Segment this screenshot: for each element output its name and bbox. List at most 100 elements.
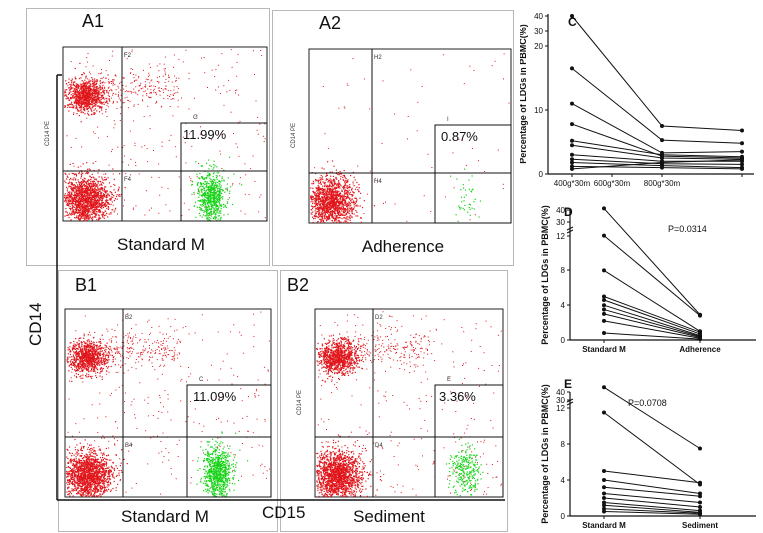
- series-line: [603, 412, 701, 485]
- quadrant-label: D4: [375, 443, 383, 449]
- series-line: [603, 497, 701, 508]
- data-point: [602, 496, 606, 500]
- events: [310, 53, 510, 224]
- data-point: [660, 165, 664, 170]
- line-chart-d: 0 4 8 12 30 40 Standard M Adherence Percentage o…: [540, 205, 756, 354]
- gate-label: C: [199, 377, 204, 383]
- data-point: [660, 124, 664, 128]
- data-point: [602, 297, 606, 302]
- data-point: [660, 156, 664, 160]
- quadrant-label: H4: [374, 179, 382, 185]
- data-point: [602, 469, 606, 473]
- panel-title: A1: [82, 11, 105, 31]
- data-point: [698, 505, 702, 509]
- x-tick-label: Sediment: [682, 521, 718, 530]
- data-point: [570, 66, 574, 71]
- data-point: [698, 480, 702, 485]
- quadrant-label: H2: [374, 55, 382, 61]
- series-line: [603, 479, 701, 494]
- panel-label: D: [564, 205, 573, 219]
- panel-subtitle: Sediment: [353, 507, 425, 526]
- x-tick-label: Adherence: [679, 345, 721, 354]
- series-line: [603, 320, 701, 339]
- y-tick-label: 30: [534, 27, 543, 36]
- quadrant-label: B2: [125, 315, 133, 321]
- series-line: [603, 470, 701, 484]
- y-axis-label: CD14 PE: [45, 121, 51, 146]
- y-tick-label: 20: [534, 42, 543, 51]
- scatter-plot: F2 F4 G CD14 PE: [45, 46, 268, 222]
- y-axis-label: Percentage of LDGs in PBMC(%): [520, 24, 528, 164]
- data-point: [602, 410, 606, 415]
- flow-panel-b1: B1 B2 B4 C 11.09% Standard M: [58, 270, 278, 532]
- data-point: [740, 157, 744, 162]
- x-tick-label: Standard M: [582, 345, 626, 354]
- y-tick-label: 8: [561, 266, 566, 275]
- series-line: [603, 269, 701, 332]
- series-line: [603, 309, 701, 338]
- y-tick-label: 0: [539, 170, 544, 179]
- cd14-axis-label: CD14: [26, 302, 45, 346]
- x-tick-label: 600g*30m: [594, 179, 631, 188]
- panel-label: C: [568, 15, 577, 29]
- series-line: [603, 508, 701, 514]
- data-point: [570, 14, 574, 18]
- series-line: [571, 103, 743, 154]
- p-value-annotation: P=0.0314: [668, 224, 707, 234]
- data-point: [602, 233, 606, 238]
- data-point: [740, 128, 744, 133]
- data-point: [570, 166, 574, 171]
- series-line: [603, 504, 701, 513]
- data-point: [660, 138, 664, 143]
- data-point: [570, 152, 574, 157]
- quadrant-label: F2: [124, 53, 132, 59]
- data-point: [602, 331, 606, 336]
- data-point: [698, 500, 702, 505]
- series-line: [603, 208, 701, 316]
- data-point: [698, 512, 702, 517]
- gate-label: E: [447, 377, 451, 383]
- series-line: [603, 332, 701, 340]
- panel-title: A2: [319, 13, 342, 33]
- data-point: [740, 141, 744, 146]
- data-point: [602, 268, 606, 273]
- series-line: [603, 386, 701, 449]
- series-line: [603, 313, 701, 338]
- series-line: [603, 511, 701, 515]
- y-tick-label: 40: [556, 206, 565, 215]
- panel-label: E: [564, 377, 572, 391]
- data-point: [698, 446, 702, 451]
- y-tick-label: 30: [556, 218, 565, 227]
- data-point: [570, 122, 574, 127]
- scatter-plot: H2 H4 I CD14 PE: [291, 48, 512, 224]
- data-point: [570, 101, 574, 106]
- panel-title: B1: [75, 275, 98, 295]
- gate-percentage: 3.36%: [439, 389, 476, 404]
- y-axis-label: CD14 PE: [297, 390, 303, 415]
- data-point: [602, 385, 606, 390]
- axis-break: [566, 229, 574, 234]
- series-line: [603, 299, 701, 335]
- data-point: [660, 160, 664, 165]
- data-point: [602, 503, 606, 508]
- data-point: [602, 294, 606, 299]
- series-line: [603, 502, 701, 512]
- flow-panel-b2: B2 D2 D4 E CD14 PE 3.36% Sediment: [280, 270, 508, 532]
- axis-break: [566, 226, 574, 231]
- data-point: [740, 149, 744, 154]
- y-tick-label: 0: [561, 512, 566, 521]
- y-tick-label: 30: [556, 396, 565, 405]
- y-tick-label: 8: [561, 440, 566, 449]
- data-point: [602, 311, 606, 316]
- scatter-plot: B2 B4 C: [64, 308, 272, 498]
- y-tick-label: 40: [556, 388, 565, 397]
- data-point: [570, 138, 574, 143]
- data-point: [570, 157, 574, 162]
- data-point: [698, 337, 702, 342]
- data-point: [602, 491, 606, 496]
- y-tick-label: 0: [561, 336, 566, 345]
- data-point: [740, 162, 744, 167]
- series-line: [603, 235, 701, 317]
- data-point: [602, 307, 606, 312]
